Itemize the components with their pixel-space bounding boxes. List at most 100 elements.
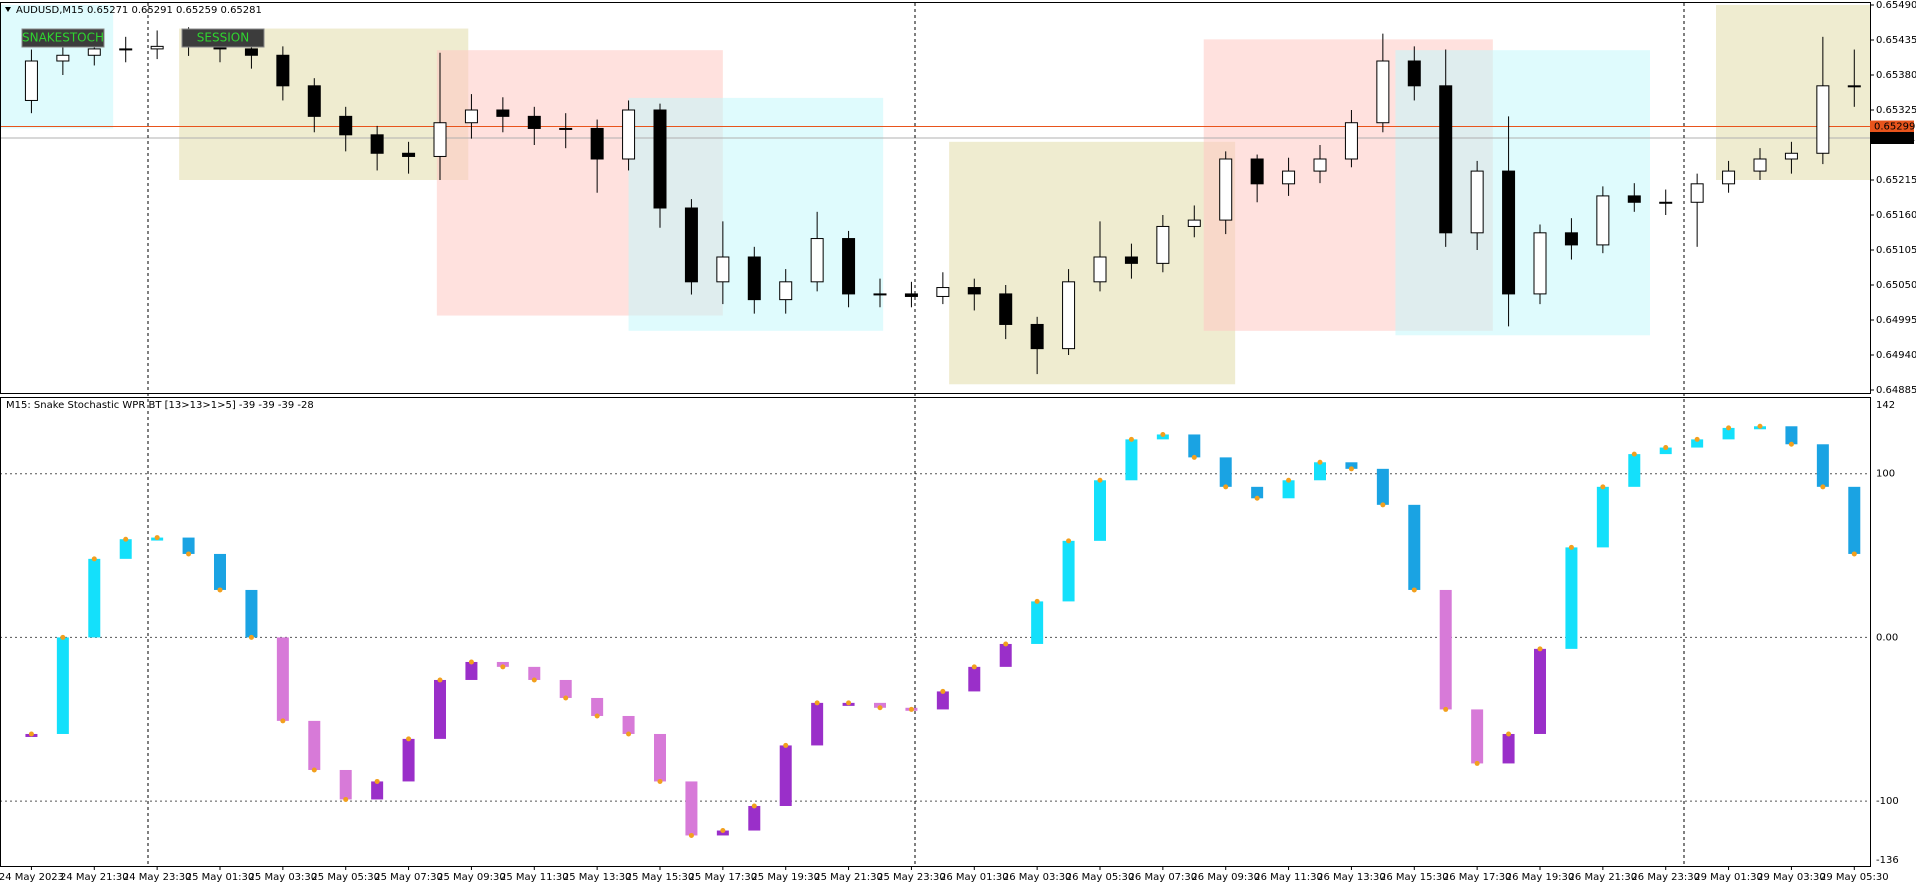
- candle-body: [150, 45, 164, 50]
- candle-body: [1030, 323, 1044, 350]
- snake-bar: [936, 691, 949, 710]
- candle-body: [1627, 195, 1641, 203]
- candle-body: [1187, 219, 1201, 227]
- session-box: [949, 141, 1236, 385]
- candle-body: [1690, 183, 1704, 203]
- signal-dot: [1411, 587, 1417, 593]
- collapse-arrow: [5, 7, 11, 12]
- snake-bar: [1691, 439, 1704, 448]
- y-tick-label: 0.65490: [1876, 0, 1916, 11]
- candle-body: [1282, 170, 1296, 185]
- indicator-button[interactable]: [21, 28, 105, 48]
- signal-dot: [1380, 502, 1386, 508]
- x-tick-label: 26 May 09:30: [1191, 872, 1260, 883]
- signal-dot: [814, 700, 820, 706]
- candle-body: [87, 48, 101, 56]
- candle-body: [1376, 60, 1390, 124]
- y-tick-label: 0.00: [1876, 632, 1898, 643]
- signal-dot: [531, 677, 537, 683]
- candle-body: [24, 60, 38, 101]
- signal-dot: [971, 664, 977, 670]
- candle-body: [1219, 158, 1233, 221]
- y-tick-label: 0.65160: [1876, 210, 1916, 221]
- snake-bar: [559, 679, 572, 698]
- snake-bar: [1565, 547, 1578, 649]
- y-tick-label: -100: [1876, 796, 1899, 807]
- snake-bar: [968, 666, 981, 692]
- indicator-button-label[interactable]: SESSION: [197, 31, 249, 45]
- candle-body: [464, 109, 478, 124]
- price-label-bg: [1870, 120, 1914, 133]
- snake-bar: [1094, 480, 1106, 541]
- candle-body: [370, 134, 384, 154]
- signal-dot: [940, 688, 946, 694]
- snake-bar: [1502, 733, 1515, 764]
- snake-bar: [1125, 439, 1138, 481]
- snake-bar: [591, 697, 604, 716]
- x-tick-label: 26 May 21:30: [1569, 872, 1638, 883]
- candle-body: [1407, 60, 1421, 87]
- indicator-button-label[interactable]: SNAKESTOCH: [22, 31, 104, 45]
- signal-dot: [1034, 598, 1040, 604]
- snake-bar: [371, 781, 384, 800]
- signal-dot: [908, 706, 914, 712]
- snake-bar: [1062, 540, 1075, 602]
- candle-body: [1156, 225, 1170, 264]
- session-box: [1716, 5, 1870, 180]
- candle-body: [1439, 85, 1453, 234]
- candle-body: [684, 207, 698, 283]
- snake-bar: [748, 805, 761, 831]
- signal-dot: [1317, 459, 1323, 465]
- signal-dot: [1097, 477, 1103, 483]
- x-tick-label: 25 May 15:30: [626, 872, 695, 883]
- snake-bar: [1785, 426, 1798, 445]
- candle-body: [1753, 158, 1767, 172]
- snake-bar: [1439, 589, 1452, 710]
- x-tick-label: 24 May 23:30: [123, 872, 192, 883]
- snake-bar: [779, 745, 792, 806]
- candle-body: [244, 48, 258, 56]
- signal-dot: [1223, 484, 1229, 490]
- snake-bar: [1534, 648, 1546, 734]
- indicator-button[interactable]: [181, 28, 265, 48]
- x-tick-label: 25 May 13:30: [563, 872, 632, 883]
- signal-dot: [1066, 538, 1072, 544]
- snake-bar: [1628, 454, 1641, 487]
- y-tick-label: 0.64885: [1876, 385, 1916, 396]
- signal-dot: [60, 634, 66, 640]
- x-tick-label: 26 May 05:30: [1066, 872, 1135, 883]
- signal-dot: [311, 767, 317, 773]
- signal-dot: [626, 731, 632, 737]
- y-tick-label: 0.64995: [1876, 315, 1916, 326]
- candle-body: [1533, 232, 1547, 295]
- signal-dot: [594, 713, 600, 719]
- x-tick-label: 26 May 17:30: [1443, 872, 1512, 883]
- signal-dot: [1443, 706, 1449, 712]
- signal-dot: [1600, 484, 1606, 490]
- signal-dot: [1537, 646, 1543, 652]
- candle-body: [936, 287, 950, 297]
- y-tick-label: 0.65050: [1876, 280, 1916, 291]
- snake-bar: [1722, 427, 1735, 440]
- candle-body: [1250, 158, 1264, 185]
- x-tick-label: 25 May 09:30: [437, 872, 506, 883]
- snake-bar: [402, 738, 415, 782]
- candle-body: [56, 54, 70, 62]
- y-tick-label: 0.65215: [1876, 175, 1916, 186]
- candle-body: [1344, 122, 1358, 160]
- candle-body: [590, 127, 604, 160]
- candle-body: [873, 293, 887, 296]
- snake-bar: [245, 589, 258, 638]
- session-box: [1395, 50, 1650, 336]
- snake-bar: [1282, 480, 1295, 499]
- signal-dot: [1631, 451, 1637, 457]
- signal-dot: [1694, 436, 1700, 442]
- snake-bar: [528, 666, 541, 680]
- x-tick-label: 26 May 23:30: [1631, 872, 1700, 883]
- signal-dot: [846, 700, 852, 706]
- candle-body: [559, 127, 573, 130]
- y-tick-label: 0.65380: [1876, 70, 1916, 81]
- signal-dot: [1757, 423, 1763, 429]
- snake-bar: [1031, 601, 1044, 644]
